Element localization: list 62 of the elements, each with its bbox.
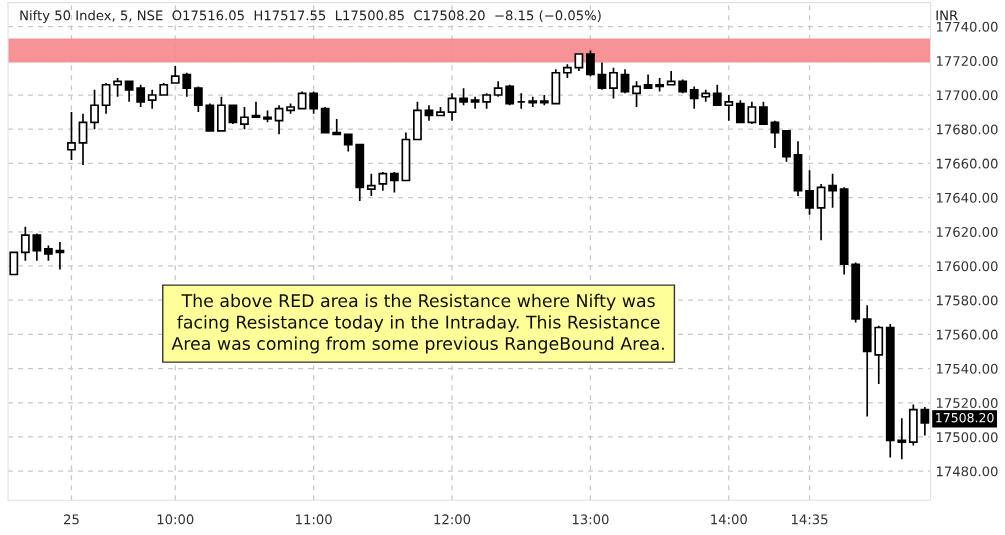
candlestick [712,83,722,107]
candlestick [9,251,19,276]
candlestick [67,111,76,161]
candlestick [447,92,457,122]
x-tick-label: 14:35 [791,514,828,525]
y-tick-label: 17620.00 [936,227,998,237]
candlestick [735,99,745,124]
candlestick [816,183,826,242]
y-tick-label: 17580.00 [936,295,998,306]
x-tick-label: 10:00 [157,514,194,525]
candlestick [240,106,249,131]
y-tick-label: 17500.00 [936,432,998,443]
candlestick [632,80,641,108]
candlestick [828,172,838,209]
y-tick-label: 17720.00 [936,56,998,67]
y-tick-label: 17660.00 [936,158,998,169]
candlestick [124,80,134,103]
y-tick-label: 17740.00 [936,21,998,32]
candlestick [147,89,157,110]
candlestick [90,89,99,131]
candlestick [136,83,146,108]
y-tick-label: 17540.00 [936,363,998,374]
candlestick [228,104,238,125]
candlestick [897,417,907,461]
candlestick [724,94,734,122]
x-tick-label: 13:00 [572,514,609,525]
y-tick-label: 17600.00 [936,261,998,272]
candlestick [759,101,768,125]
candlestick [586,49,595,78]
candlestick [609,66,618,100]
text: 17508.20 [936,412,994,423]
y-tick-label: 17640.00 [936,192,998,203]
candlestick [332,118,342,136]
candlestick [32,232,42,262]
candlestick [182,71,192,98]
candlestick [597,61,607,91]
candlestick [689,85,699,110]
candlestick [20,225,30,262]
candlestick [320,106,330,134]
y-tick-label: 17560.00 [936,329,998,340]
x-tick-label: 14:00 [711,514,747,525]
candlestick [101,82,111,115]
candlestick [366,172,376,197]
candlestick [78,112,88,166]
y-tick-label: 17700.00 [936,90,998,101]
candlestick [920,406,930,437]
candlestick [747,101,757,125]
y-axis-title: INR [936,10,958,21]
x-tick-label: 25 [64,514,79,525]
candlestick [505,83,515,107]
y-tick-label: 17520.00 [936,397,998,408]
annotation: The above RED area is the Resistance where Nifty was facing Resistance today in the Intraday. This Resistance Area was coming from some previous RangeBound Area. [171,293,664,354]
candlestick [805,169,814,216]
y-tick-label: 17480.00 [936,466,998,477]
candlestick [378,171,388,192]
candlestick [389,171,399,194]
x-tick-label: 12:00 [434,514,471,525]
candlestick [193,85,203,113]
y-tick-label: 17680.00 [936,124,998,135]
x-tick-label: 11:00 [296,514,332,525]
candlestick [113,77,123,98]
text: Nifty 50 Index, 5, NSE O17516.05 H17517.55 L17500.85 C17508.20 −8.15 (−0.05%) [20,10,601,23]
